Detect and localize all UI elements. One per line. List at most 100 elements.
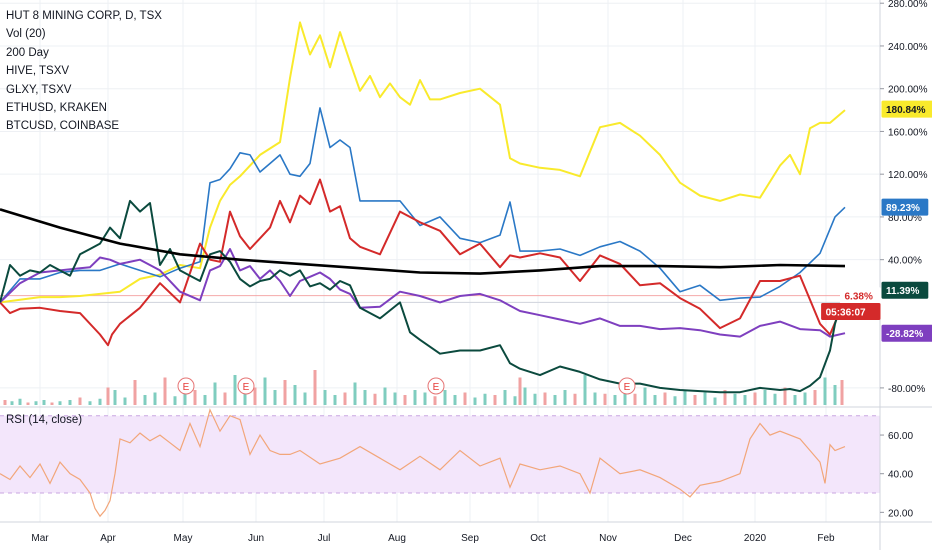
volume-bar-20 — [183, 393, 187, 405]
volume-bar-18 — [163, 377, 167, 405]
volume-bar-12 — [106, 387, 110, 405]
volume-bar-66 — [633, 393, 637, 405]
ytick-label-0: 280.00% — [888, 0, 928, 10]
volume-bar-11 — [98, 398, 102, 405]
volume-bar-86 — [833, 385, 837, 405]
ytick-label-4: 120.00% — [888, 170, 928, 181]
volume-bar-63 — [603, 393, 607, 405]
volume-bar-34 — [323, 390, 327, 405]
xtick-label-4: Jul — [318, 533, 331, 544]
volume-bar-8 — [68, 400, 72, 405]
volume-bar-35 — [333, 395, 337, 405]
volume-bar-81 — [783, 387, 787, 405]
volume-bar-49 — [473, 397, 477, 405]
legend-symbol[interactable]: HUT 8 MINING CORP, D, TSX — [6, 10, 162, 22]
series-lines — [0, 21, 846, 394]
volume-bar-15 — [133, 380, 137, 405]
price-badge-label-3: 6.38% — [845, 292, 873, 303]
rsi-title[interactable]: RSI (14, close) — [6, 414, 83, 426]
xtick-label-11: Feb — [817, 533, 835, 544]
series-line-ma200 — [0, 208, 846, 275]
price-badge-label-4: 05:36:07 — [826, 307, 866, 318]
xtick-label-10: 2020 — [744, 533, 767, 544]
rsi-ytick-label-0: 60.00 — [888, 431, 913, 442]
price-badge-3: 6.38% — [840, 287, 881, 305]
ytick-label-2: 200.00% — [888, 85, 928, 96]
legend-item-ethusd[interactable]: ETHUSD, KRAKEN — [6, 102, 107, 115]
price-badge-0: 180.84% — [881, 100, 932, 118]
volume-bar-71 — [683, 390, 687, 405]
volume-bar-31 — [293, 385, 297, 405]
ytick-label-7: -80.00% — [888, 384, 925, 395]
earnings-marker-3[interactable]: E — [618, 377, 636, 395]
earnings-label-2: E — [433, 382, 440, 393]
volume-bar-48 — [463, 392, 467, 405]
volume-bar-17 — [153, 392, 157, 405]
rsi-polyline — [0, 408, 846, 518]
volume-bar-64 — [613, 395, 617, 405]
volume-bar-23 — [213, 382, 217, 405]
volume-bar-83 — [803, 392, 807, 405]
xtick-label-8: Nov — [599, 533, 617, 544]
earnings-marker-0[interactable]: E — [177, 377, 195, 395]
volume-bar-10 — [88, 401, 92, 405]
volume-bar-69 — [663, 392, 667, 405]
volume-bar-70 — [673, 396, 677, 405]
volume-bar-52 — [503, 390, 507, 405]
volume-bar-26 — [243, 393, 247, 405]
price-badge-1: 89.23% — [881, 198, 929, 216]
volume-bar-3 — [26, 402, 30, 405]
volume-bar-85 — [823, 377, 827, 405]
series-line-eth — [0, 21, 846, 304]
volume-bar-65 — [623, 390, 627, 405]
xtick-label-1: Apr — [100, 533, 116, 544]
volume-bar-54 — [518, 377, 522, 405]
volume-bar-43 — [413, 390, 417, 405]
volume-bar-14 — [123, 397, 127, 405]
price-badge-bg-2 — [881, 281, 929, 299]
legend-item-vol[interactable]: Vol (20) — [6, 28, 46, 41]
volume-bar-61 — [583, 375, 587, 405]
volume-bar-68 — [653, 395, 657, 405]
price-badge-2: 11.39% — [881, 281, 929, 299]
xtick-label-6: Sep — [461, 533, 479, 544]
volume-bar-13 — [113, 390, 117, 405]
earnings-marker-2[interactable]: E — [427, 377, 445, 395]
earnings-label-0: E — [183, 382, 190, 393]
price-badge-bg-1 — [881, 198, 929, 216]
volume-bar-44 — [423, 392, 427, 405]
ytick-label-5: 80.00% — [888, 213, 922, 224]
rsi-ytick-label-1: 40.00 — [888, 470, 913, 481]
volume-bar-58 — [553, 395, 557, 405]
volume-bar-1 — [10, 401, 14, 405]
volume-bar-82 — [793, 395, 797, 405]
earnings-circle-1 — [237, 377, 255, 395]
earnings-marker-1[interactable]: E — [237, 377, 255, 395]
series-line-glxy — [0, 107, 846, 303]
volume-bar-32 — [303, 392, 307, 405]
ytick-label-1: 240.00% — [888, 42, 928, 53]
legend-item-200day[interactable]: 200 Day — [6, 46, 49, 59]
ytick-label-6: 40.00% — [888, 256, 922, 267]
price-badge-bg-5 — [881, 324, 932, 342]
xtick-label-0: Mar — [31, 533, 49, 544]
price-badge-label-5: -28.82% — [886, 329, 923, 340]
series-line-btc — [0, 178, 846, 347]
volume-bar-41 — [393, 392, 397, 405]
legend-item-hive[interactable]: HIVE, TSXV — [6, 65, 70, 78]
volume-bar-72 — [693, 395, 697, 405]
rsi-band — [0, 415, 880, 494]
legend-item-btcusd[interactable]: BTCUSD, COINBASE — [6, 120, 120, 133]
price-badge-bg-4 — [821, 302, 881, 320]
legend-item-glxy[interactable]: GLXY, TSXV — [6, 83, 72, 96]
xtick-label-2: May — [174, 533, 193, 544]
volume-bar-16 — [143, 395, 147, 405]
volume-bar-74 — [713, 397, 717, 405]
earnings-label-3: E — [624, 382, 631, 393]
volume-bar-67 — [643, 387, 647, 405]
rsi-band-fill — [0, 415, 880, 494]
rsi-line — [0, 408, 846, 518]
